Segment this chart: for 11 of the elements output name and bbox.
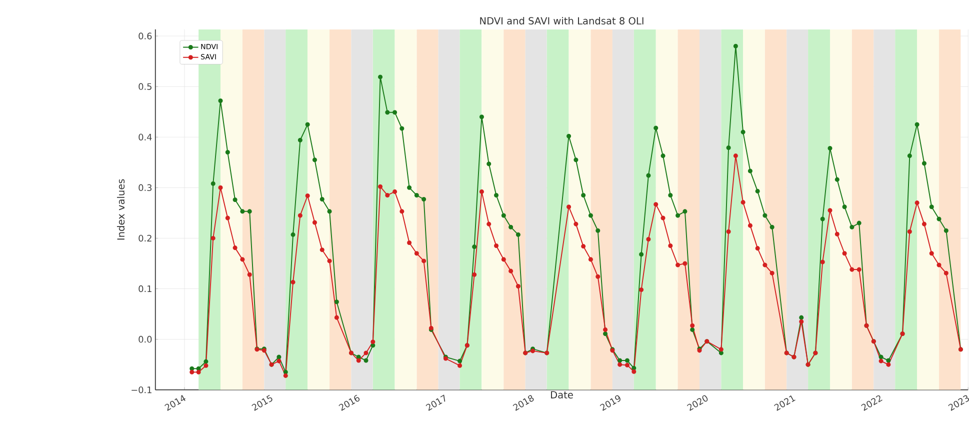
y-axis-title: Index values	[116, 179, 125, 240]
y-tick-label: 0.2	[138, 234, 152, 242]
y-tick-label: 0.4	[138, 134, 152, 140]
y-tick-label: 0.5	[138, 83, 152, 90]
chart-title: NDVI and SAVI with Landsat 8 OLI	[480, 16, 644, 24]
y-tick-label: −0.1	[132, 386, 152, 394]
y-tick-label: 0.3	[138, 184, 152, 191]
y-tick-label: 0.0	[138, 336, 152, 343]
x-axis-title: Date	[551, 391, 573, 398]
y-tick-label: 0.1	[138, 285, 152, 292]
y-tick-label: 0.6	[138, 32, 152, 40]
